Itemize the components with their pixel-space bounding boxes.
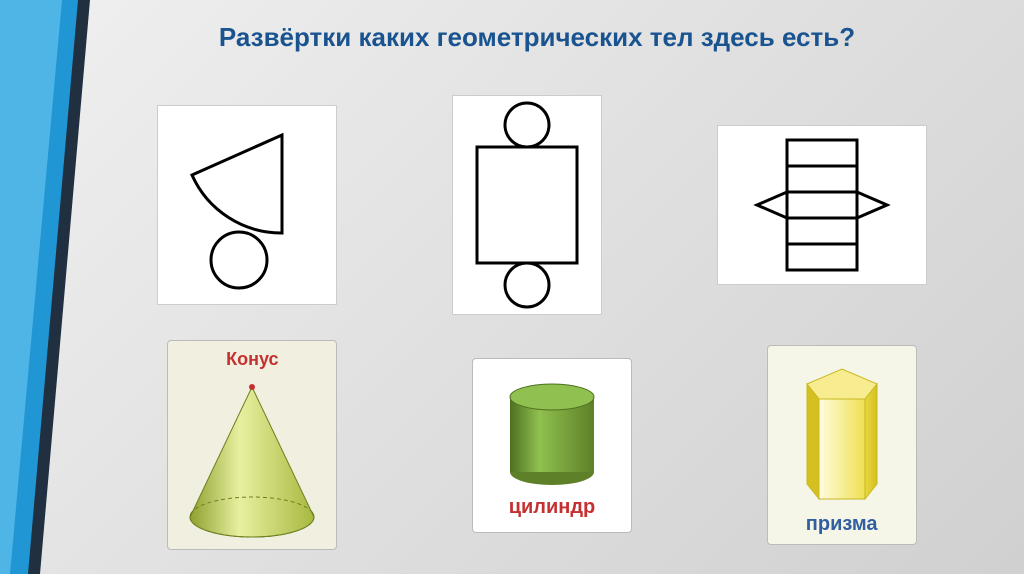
solids-row: Конус — [100, 330, 984, 560]
content-area: Конус — [100, 80, 984, 554]
net-prism — [717, 125, 927, 285]
page-title: Развёртки каких геометрических тел здесь… — [90, 22, 984, 53]
cone-icon — [177, 372, 327, 542]
cylinder-net-icon — [462, 100, 592, 310]
cylinder-icon — [492, 372, 612, 492]
prism-net-icon — [722, 130, 922, 280]
solid-card-prism: призма — [767, 345, 917, 545]
solid-card-cylinder: цилиндр — [472, 358, 632, 533]
nets-row — [100, 90, 984, 320]
cone-label: Конус — [226, 349, 278, 370]
corner-accent-triangle — [0, 0, 90, 574]
solid-card-cone: Конус — [167, 340, 337, 550]
prism-label: призма — [806, 513, 878, 536]
prism-icon — [787, 354, 897, 509]
cone-net-icon — [167, 115, 327, 295]
cylinder-label: цилиндр — [509, 496, 596, 519]
net-cylinder — [452, 95, 602, 315]
net-cone — [157, 105, 337, 305]
